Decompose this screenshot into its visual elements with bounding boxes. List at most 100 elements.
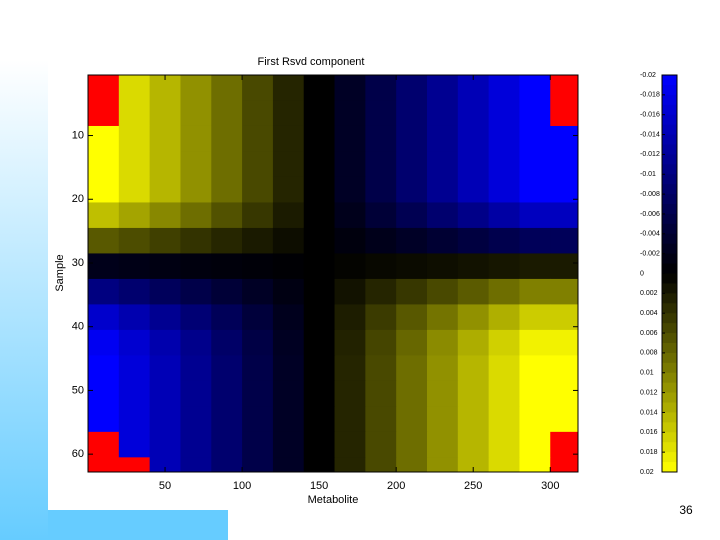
heatmap-cell [457, 227, 490, 254]
heatmap-cell [488, 304, 520, 331]
heatmap-cell [519, 75, 551, 101]
heatmap-cell [426, 431, 459, 458]
heatmap-cell [519, 202, 551, 229]
heatmap-cell [457, 355, 490, 382]
heatmap-cell [303, 355, 336, 382]
colorbar-step [662, 392, 677, 404]
heatmap-cell [365, 151, 397, 178]
heatmap-cell [211, 176, 243, 203]
heatmap-cell [519, 151, 551, 178]
heatmap-cell [519, 253, 551, 280]
heatmap-cell [272, 304, 305, 331]
heatmap-cell [149, 329, 181, 356]
heatmap-cell [149, 253, 181, 280]
x-tick-label: 250 [464, 480, 482, 492]
heatmap-cell [118, 304, 151, 331]
heatmap-cell [149, 278, 181, 305]
colorbar-tick-label: 0.006 [640, 330, 658, 337]
heatmap-cell [426, 406, 459, 433]
heatmap-cell [365, 329, 397, 356]
heatmap-cell [334, 406, 366, 433]
heatmap-cell [180, 100, 212, 127]
heatmap-cell [272, 329, 305, 356]
heatmap-cell [118, 125, 151, 152]
heatmap-cell [242, 278, 274, 305]
colorbar-step [662, 422, 677, 433]
heatmap-cell [242, 227, 274, 254]
heatmap-cell [118, 380, 151, 407]
colorbar-step [662, 293, 677, 304]
heatmap-cell [88, 202, 120, 229]
heatmap-cell [488, 202, 520, 229]
heatmap-cell [211, 304, 243, 331]
heatmap-cell [457, 406, 490, 433]
heatmap-cell [334, 329, 366, 356]
heatmap-cell [88, 151, 120, 178]
colorbar-step [662, 223, 677, 235]
heatmap-cell [118, 75, 151, 101]
heatmap-cell [457, 100, 490, 127]
heatmap-cell [550, 176, 578, 203]
heatmap-cell [272, 355, 305, 382]
heatmap-cell [118, 329, 151, 356]
heatmap-cell [88, 431, 120, 458]
heatmap-cell [180, 176, 212, 203]
heatmap-cell [488, 253, 520, 280]
heatmap-cell [396, 75, 428, 101]
colorbar-tick-label: -0.012 [640, 151, 660, 158]
x-tick-label: 50 [159, 480, 171, 492]
heatmap-cell [334, 304, 366, 331]
colorbar-tick-label: -0.018 [640, 92, 660, 99]
heatmap-cell [334, 278, 366, 305]
colorbar-step [662, 342, 677, 354]
colorbar-step [662, 273, 677, 284]
heatmap-cell [334, 100, 366, 127]
heatmap-cell [334, 227, 366, 254]
heatmap-cell [396, 202, 428, 229]
heatmap-cell [242, 253, 274, 280]
heatmap-cell [550, 227, 578, 254]
colorbar-step [662, 243, 677, 255]
heatmap-cell [519, 380, 551, 407]
heatmap-cell [365, 75, 397, 101]
heatmap-cell [488, 457, 520, 472]
heatmap-cell [88, 278, 120, 305]
heatmap-cell [365, 100, 397, 127]
heatmap-cell [426, 202, 459, 229]
heatmap-cell [426, 329, 459, 356]
heatmap-cell [211, 202, 243, 229]
heatmap-cell [180, 380, 212, 407]
colorbar-tick-label: -0.006 [640, 211, 660, 218]
colorbar-tick-label: 0.018 [640, 449, 658, 456]
heatmap-cell [334, 355, 366, 382]
heatmap-cell [242, 380, 274, 407]
colorbar-step [662, 263, 677, 274]
x-tick-label: 200 [387, 480, 405, 492]
colorbar-tick-label: -0.008 [640, 191, 660, 198]
heatmap-cell [88, 176, 120, 203]
colorbar-step [662, 333, 677, 344]
heatmap-cell [519, 355, 551, 382]
heatmap-cell [334, 125, 366, 152]
heatmap-cell [149, 406, 181, 433]
heatmap-cell [365, 380, 397, 407]
heatmap-cell [488, 329, 520, 356]
heatmap-cell [211, 253, 243, 280]
heatmap-cell [272, 457, 305, 472]
heatmap-cell [550, 304, 578, 331]
y-tick-label: 50 [72, 384, 84, 396]
heatmap-cell [272, 431, 305, 458]
heatmap-cell [488, 278, 520, 305]
heatmap-cell [396, 125, 428, 152]
heatmap-cell [303, 100, 336, 127]
heatmap-cell [180, 75, 212, 101]
colorbar-step [662, 382, 677, 394]
heatmap-cell [180, 304, 212, 331]
heatmap-cell [88, 100, 120, 127]
heatmap-cell [396, 457, 428, 472]
heatmap-cell [426, 176, 459, 203]
colorbar-tick-label: 0.004 [640, 310, 658, 317]
heatmap-cell [550, 125, 578, 152]
